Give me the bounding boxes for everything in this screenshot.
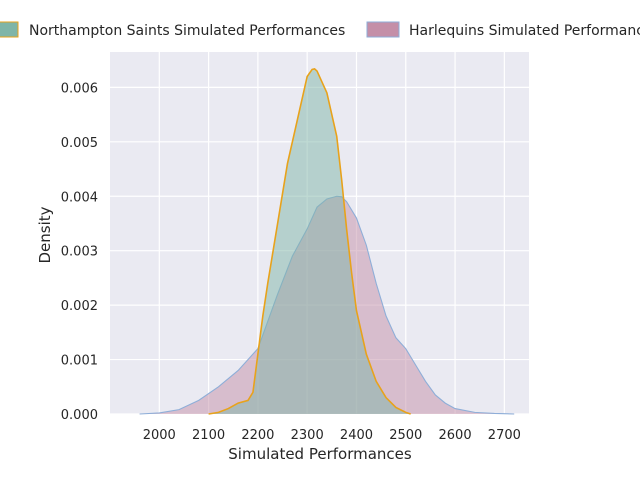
- y-tick-label: 0.004: [61, 190, 98, 205]
- legend-swatch-harlequins: [366, 21, 400, 38]
- legend: Northampton Saints Simulated Performance…: [0, 21, 640, 39]
- y-tick-label: 0.000: [61, 408, 98, 423]
- legend-label-harlequins: Harlequins Simulated Performances: [409, 23, 640, 39]
- x-axis-label: Simulated Performances: [228, 445, 412, 463]
- y-tick-label: 0.003: [61, 245, 98, 260]
- x-tick-label: 2400: [340, 428, 373, 443]
- y-axis-label: Density: [36, 206, 54, 263]
- y-tick-label: 0.002: [61, 299, 98, 314]
- density-areas: [139, 68, 515, 415]
- x-tick-label: 2700: [488, 428, 521, 443]
- legend-swatch-northampton: [0, 21, 19, 38]
- y-tick-label: 0.006: [61, 81, 98, 96]
- density-line-1: [139, 195, 515, 415]
- y-tick-label: 0.005: [61, 136, 98, 151]
- density-line-0: [208, 68, 411, 415]
- x-axis-ticks: 2000 2100 2200 2300 2400 2500 2600 2700: [143, 428, 521, 443]
- x-tick-label: 2500: [389, 428, 422, 443]
- x-tick-label: 2300: [291, 428, 324, 443]
- y-axis-ticks: 0.000 0.001 0.002 0.003 0.004 0.005 0.006: [61, 81, 98, 423]
- x-tick-label: 2200: [241, 428, 274, 443]
- x-tick-label: 2600: [439, 428, 472, 443]
- y-tick-label: 0.001: [61, 354, 98, 369]
- x-tick-label: 2100: [192, 428, 225, 443]
- x-tick-label: 2000: [143, 428, 176, 443]
- legend-label-northampton: Northampton Saints Simulated Performance…: [29, 23, 345, 39]
